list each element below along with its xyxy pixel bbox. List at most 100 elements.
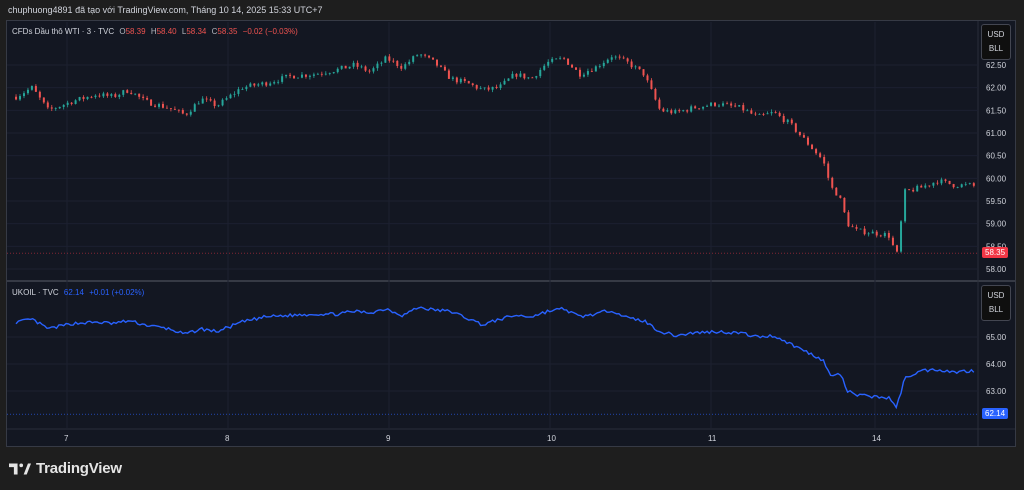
candle-body	[177, 109, 180, 111]
candle-body	[956, 187, 959, 189]
candle-body	[630, 61, 633, 68]
top-h-value: 58.40	[156, 27, 177, 36]
top-h-label: H	[150, 27, 157, 36]
candle-body	[798, 131, 801, 136]
candle-body	[614, 56, 617, 58]
candle-body	[831, 177, 834, 188]
candle-body	[738, 105, 741, 107]
candle-body	[794, 123, 797, 132]
candle-body	[622, 57, 625, 59]
candle-body	[408, 61, 411, 65]
candle-body	[698, 108, 701, 110]
candle-body	[138, 93, 141, 97]
candle-body	[863, 228, 866, 235]
candle-body	[368, 70, 371, 72]
candle-body	[348, 66, 351, 69]
candle-body	[467, 81, 470, 84]
candle-body	[952, 184, 955, 188]
candle-body	[308, 75, 311, 77]
bottom-symbol: UKOIL · TVC	[12, 288, 59, 297]
top-unit-currency: USD	[987, 30, 1005, 39]
candle-body	[130, 92, 133, 94]
candle-body	[642, 69, 645, 76]
candle-body	[189, 111, 192, 115]
chart-caption: chuphuong4891 đã tạo với TradingView.com…	[8, 5, 323, 15]
bottom-unit-box[interactable]: USD BLL	[981, 285, 1011, 321]
top-c-value: 58.35	[217, 27, 238, 36]
candle-body	[165, 107, 168, 109]
candle-body	[424, 54, 427, 56]
candle-body	[774, 112, 777, 113]
candle-body	[722, 103, 725, 106]
candle-body	[968, 183, 971, 184]
candle-body	[871, 231, 874, 234]
candle-body	[217, 105, 220, 107]
candle-body	[459, 78, 462, 83]
candle-body	[555, 58, 558, 60]
candle-body	[670, 110, 673, 114]
candle-body	[233, 93, 236, 95]
candle-body	[38, 91, 41, 98]
candle-body	[451, 77, 454, 79]
candle-body	[563, 57, 566, 59]
candle-body	[360, 66, 363, 68]
candle-body	[875, 231, 878, 236]
bottom-value: 62.14	[63, 288, 84, 297]
candle-body	[511, 73, 514, 79]
candle-body	[58, 106, 61, 109]
candle-body	[567, 58, 570, 65]
bottom-y-tick-label: 64.00	[986, 360, 1007, 369]
candle-body	[34, 86, 37, 92]
candle-body	[944, 179, 947, 181]
candle-body	[891, 237, 894, 246]
top-y-tick-label: 60.00	[986, 174, 1007, 183]
candle-body	[499, 84, 502, 89]
candle-body	[495, 86, 498, 89]
candle-body	[447, 70, 450, 79]
candle-body	[19, 96, 22, 100]
candle-body	[90, 96, 93, 98]
candle-body	[916, 185, 919, 192]
tradingview-logo-icon	[9, 463, 31, 474]
candle-body	[811, 144, 814, 150]
candle-body	[380, 62, 383, 64]
tradingview-brand[interactable]: TradingView	[9, 460, 122, 477]
candle-body	[638, 66, 641, 70]
candle-body	[678, 110, 681, 112]
top-c-label: C	[211, 27, 218, 36]
candle-body	[960, 184, 963, 188]
candle-body	[46, 102, 49, 108]
top-o-value: 58.39	[125, 27, 146, 36]
candle-body	[778, 112, 781, 116]
top-y-tick-label: 62.00	[986, 84, 1007, 93]
candle-body	[372, 68, 375, 72]
candle-body	[142, 96, 145, 98]
candle-body	[507, 78, 510, 81]
candle-body	[289, 74, 292, 76]
top-pane-legend: CFDs Dầu thô WTI · 3 · TVC O58.39 H58.40…	[12, 27, 301, 36]
candle-body	[594, 66, 597, 72]
bottom-y-tick-label: 65.00	[986, 333, 1007, 342]
candle-body	[710, 102, 713, 106]
candle-body	[920, 185, 923, 188]
x-tick-label: 8	[225, 434, 230, 443]
candle-body	[626, 58, 629, 62]
top-unit-measure: BLL	[988, 44, 1004, 53]
candle-body	[879, 235, 882, 237]
candle-body	[912, 189, 915, 192]
candle-body	[312, 74, 315, 76]
candle-body	[940, 179, 943, 184]
candle-body	[571, 64, 574, 68]
candle-body	[762, 114, 765, 115]
candle-body	[717, 105, 720, 107]
candle-body	[169, 108, 172, 109]
candle-body	[392, 60, 395, 62]
candle-body	[356, 62, 359, 67]
top-change: −0.02 (−0.03%)	[242, 27, 298, 36]
candle-body	[904, 189, 907, 222]
top-unit-box[interactable]: USD BLL	[981, 24, 1011, 60]
chart-frame[interactable]	[6, 20, 1016, 447]
candle-body	[352, 62, 355, 67]
candle-body	[114, 94, 117, 97]
